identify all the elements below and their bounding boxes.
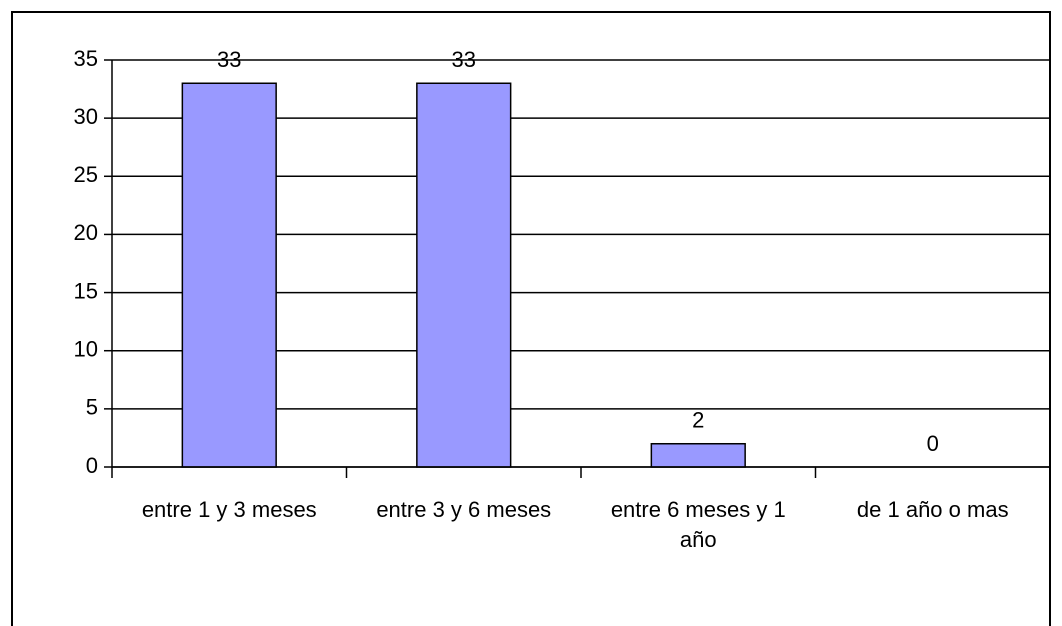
y-tick-label: 20 [74, 220, 98, 245]
y-tick-label: 0 [86, 453, 98, 478]
bar [650, 442, 746, 468]
y-tick-label: 15 [74, 278, 98, 303]
y-tick-label: 5 [86, 395, 98, 420]
data-label: 2 [692, 408, 704, 433]
data-label: 33 [217, 47, 241, 72]
y-tick-label: 35 [74, 46, 98, 71]
x-tick-label: entre 1 y 3 meses [141, 497, 317, 522]
data-label: 33 [452, 47, 476, 72]
y-tick-label: 10 [74, 337, 98, 362]
bar [416, 82, 512, 468]
bar [181, 82, 277, 468]
y-tick-label: 25 [74, 162, 98, 187]
x-tick-label: entre 3 y 6 meses [376, 497, 552, 522]
x-tick-label: de 1 año o mas [856, 497, 1009, 522]
chart-border [11, 11, 1051, 626]
data-label: 0 [927, 431, 939, 456]
y-tick-label: 30 [74, 104, 98, 129]
x-tick-label: entre 6 meses y 1 año [610, 497, 786, 552]
